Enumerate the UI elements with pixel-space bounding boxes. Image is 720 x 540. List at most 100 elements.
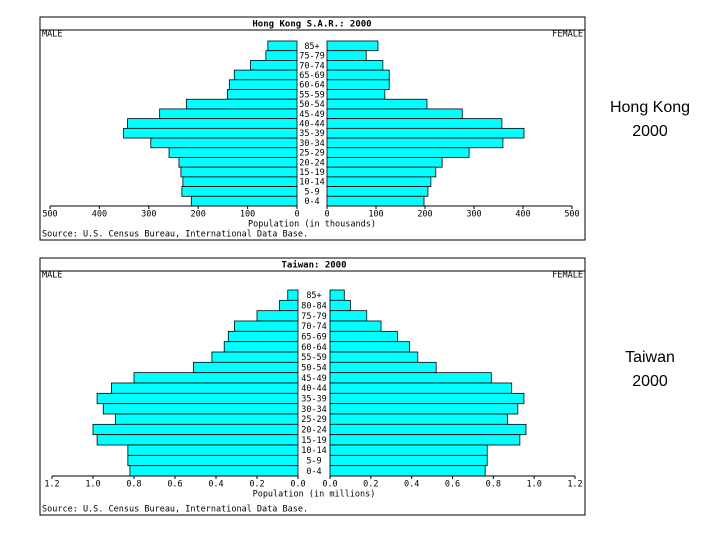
legend-label: FEMALE: [552, 30, 583, 40]
bar-male: [190, 195, 298, 207]
age-label: 75-79: [301, 312, 327, 322]
bar-male: [193, 361, 299, 374]
x-tick-label: 500: [42, 210, 57, 220]
age-label: 45-49: [299, 110, 325, 120]
age-label: 30-34: [301, 405, 327, 415]
x-tick-label: 0.0: [322, 480, 337, 490]
age-label: 40-44: [301, 384, 327, 394]
x-tick-label: 200: [417, 210, 432, 220]
bar-male: [256, 310, 299, 322]
bar-male: [226, 89, 298, 100]
bar-female: [326, 195, 425, 207]
age-label: 20-24: [301, 426, 327, 436]
x-tick-label: 0: [324, 210, 329, 220]
bar-female: [329, 434, 521, 446]
bar-female: [329, 289, 345, 301]
x-tick-label: 0.4: [404, 480, 419, 490]
bar-male: [133, 372, 299, 384]
bar-female: [326, 108, 463, 120]
bar-male: [211, 351, 299, 363]
age-label: 15-19: [301, 436, 327, 446]
source-note: Source: U.S. Census Bureau, Internationa…: [42, 230, 308, 240]
bar-male: [127, 118, 298, 129]
bar-female: [326, 176, 432, 187]
bar-female: [326, 79, 390, 90]
age-label: 35-39: [299, 129, 325, 139]
bar-female: [326, 166, 437, 178]
age-label: 70-74: [301, 322, 327, 332]
bar-male: [92, 423, 299, 436]
bar-male: [287, 289, 299, 301]
slide-caption: 2000: [632, 373, 668, 390]
bar-male: [115, 413, 299, 425]
x-tick-label: 400: [515, 210, 530, 220]
bar-male: [178, 157, 298, 168]
source-note: Source: U.S. Census Bureau, Internationa…: [42, 505, 308, 515]
age-label: 15-19: [299, 168, 325, 178]
bar-male: [102, 403, 299, 415]
x-tick-label: 0.8: [126, 480, 141, 490]
bar-male: [233, 69, 298, 81]
age-label: 65-69: [299, 71, 325, 81]
bar-female: [329, 299, 351, 312]
bar-female: [329, 465, 486, 477]
age-label: 45-49: [301, 374, 327, 384]
bar-female: [326, 157, 443, 168]
bar-female: [329, 382, 513, 394]
x-tick-label: 0.2: [249, 480, 264, 490]
bar-male: [123, 127, 298, 139]
bar-female: [326, 186, 429, 197]
bar-female: [326, 60, 384, 71]
bar-male: [182, 176, 298, 187]
bar-female: [329, 341, 411, 353]
bar-male: [129, 465, 299, 477]
age-label: 55-59: [301, 353, 327, 363]
age-label: 10-14: [301, 446, 327, 456]
age-label: 70-74: [299, 61, 325, 71]
slide-caption: 2000: [632, 123, 668, 140]
bar-male: [96, 392, 299, 405]
x-tick-label: 0.0: [290, 480, 305, 490]
age-label: 30-34: [299, 139, 325, 149]
bar-male: [250, 60, 298, 71]
age-label: 10-14: [299, 178, 325, 188]
bar-male: [228, 79, 298, 90]
legend-label: FEMALE: [552, 271, 583, 281]
bar-female: [326, 127, 525, 139]
bar-female: [326, 50, 367, 61]
bar-male: [96, 434, 299, 446]
x-tick-label: 0.6: [445, 480, 460, 490]
bar-female: [329, 423, 527, 436]
age-label: 65-69: [301, 333, 327, 343]
bar-male: [168, 147, 298, 158]
age-label: 50-54: [301, 364, 327, 374]
x-tick-label: 1.2: [567, 480, 582, 490]
bar-female: [326, 89, 386, 100]
x-axis-label: Population (in millions): [253, 490, 376, 500]
age-label: 60-64: [301, 343, 327, 353]
x-tick-label: 1.2: [44, 480, 59, 490]
bar-female: [329, 444, 488, 456]
age-label: 85+: [304, 42, 319, 52]
x-tick-label: 100: [368, 210, 383, 220]
slide-caption: Hong Kong: [610, 99, 690, 116]
x-tick-label: 500: [564, 210, 579, 220]
x-tick-label: 200: [191, 210, 206, 220]
age-label: 20-24: [299, 158, 325, 168]
chart-title: Hong Kong S.A.R.: 2000: [252, 20, 371, 30]
age-label: 5-9: [304, 187, 319, 197]
bar-female: [329, 403, 519, 415]
bar-female: [329, 351, 419, 363]
bar-male: [127, 444, 299, 456]
x-tick-label: 0.4: [208, 480, 223, 490]
bar-male: [185, 98, 298, 110]
x-tick-label: 0.8: [486, 480, 501, 490]
bar-female: [329, 330, 398, 343]
x-tick-label: 400: [92, 210, 107, 220]
bar-male: [111, 382, 299, 394]
chart-title: Taiwan: 2000: [281, 260, 346, 271]
x-tick-label: 0.2: [363, 480, 378, 490]
slide-caption: Taiwan: [625, 349, 675, 366]
x-tick-label: 1.0: [526, 480, 541, 490]
